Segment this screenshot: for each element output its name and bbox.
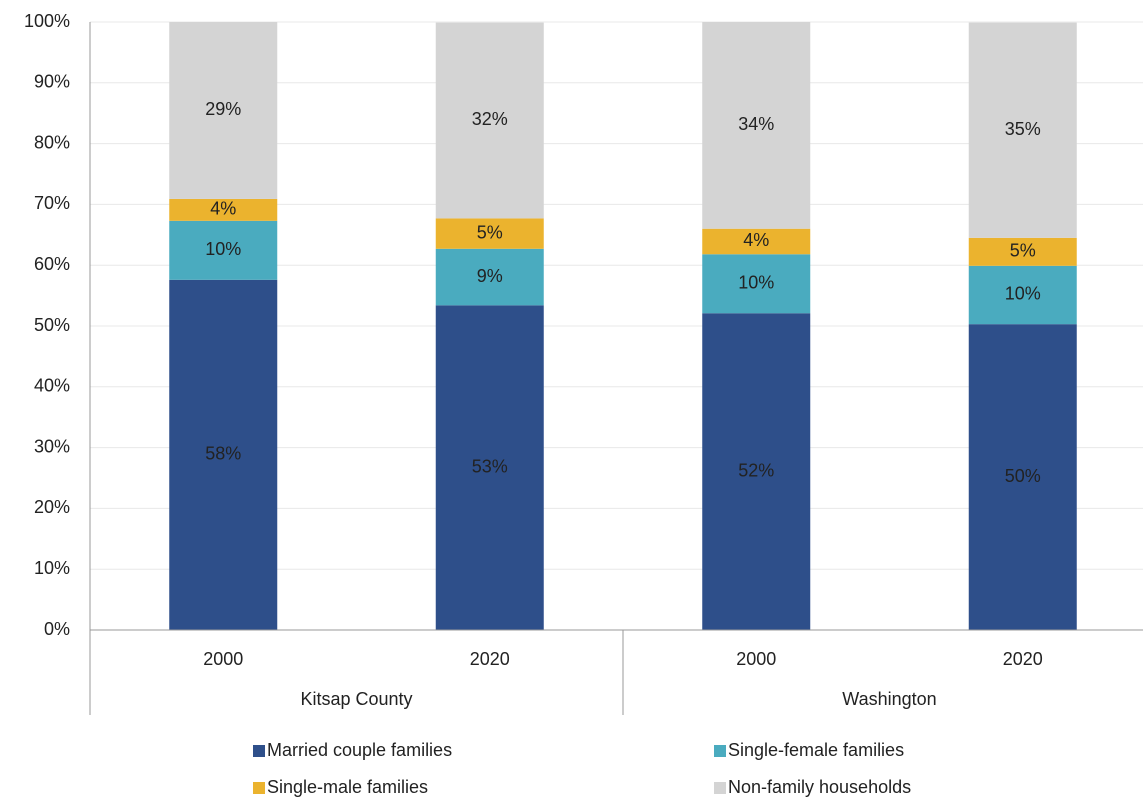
bar-segment bbox=[968, 237, 1077, 266]
bar-segment bbox=[435, 218, 544, 249]
data-label: 9% bbox=[477, 266, 503, 286]
y-tick-label: 90% bbox=[34, 72, 70, 92]
data-label: 10% bbox=[1005, 284, 1041, 304]
data-label: 5% bbox=[1010, 241, 1036, 261]
group-label: Washington bbox=[842, 689, 936, 709]
data-label: 4% bbox=[743, 230, 769, 250]
y-tick-label: 70% bbox=[34, 193, 70, 213]
data-label: 32% bbox=[472, 109, 508, 129]
bar-segment bbox=[702, 22, 811, 229]
data-label: 4% bbox=[210, 199, 236, 219]
bar-segment bbox=[968, 22, 1077, 238]
data-label: 35% bbox=[1005, 119, 1041, 139]
legend-swatch bbox=[253, 745, 265, 757]
bar-segment bbox=[702, 228, 811, 255]
x-tick-label: 2020 bbox=[1003, 649, 1043, 669]
y-tick-label: 40% bbox=[34, 376, 70, 396]
x-tick-label: 2000 bbox=[203, 649, 243, 669]
data-label: 5% bbox=[477, 222, 503, 242]
bar-segment bbox=[169, 279, 278, 630]
y-tick-label: 20% bbox=[34, 497, 70, 517]
x-tick-label: 2000 bbox=[736, 649, 776, 669]
bar-segment bbox=[435, 22, 544, 219]
y-tick-label: 80% bbox=[34, 132, 70, 152]
y-tick-label: 50% bbox=[34, 315, 70, 335]
bar-segment bbox=[435, 248, 544, 306]
x-tick-label: 2020 bbox=[470, 649, 510, 669]
y-tick-label: 30% bbox=[34, 436, 70, 456]
bar-segment bbox=[968, 265, 1077, 325]
bar-segment bbox=[435, 305, 544, 630]
y-tick-label: 0% bbox=[44, 619, 70, 639]
legend-label: Single-male families bbox=[267, 777, 428, 797]
bar-segment bbox=[702, 254, 811, 314]
legend-label: Non-family households bbox=[728, 777, 911, 797]
y-tick-label: 60% bbox=[34, 254, 70, 274]
data-label: 50% bbox=[1005, 466, 1041, 486]
legend-swatch bbox=[714, 782, 726, 794]
data-label: 10% bbox=[738, 272, 774, 292]
legend-swatch bbox=[253, 782, 265, 794]
data-label: 53% bbox=[472, 456, 508, 476]
bar-segment bbox=[169, 220, 278, 280]
bar-segment bbox=[169, 198, 278, 221]
group-label: Kitsap County bbox=[300, 689, 412, 709]
y-tick-label: 100% bbox=[24, 11, 70, 31]
data-label: 29% bbox=[205, 99, 241, 119]
bar-segment bbox=[968, 324, 1077, 630]
legend-swatch bbox=[714, 745, 726, 757]
legend-label: Single-female families bbox=[728, 740, 904, 760]
data-label: 34% bbox=[738, 114, 774, 134]
bar-segment bbox=[702, 313, 811, 630]
data-label: 58% bbox=[205, 444, 241, 464]
legend-label: Married couple families bbox=[267, 740, 452, 760]
y-tick-label: 10% bbox=[34, 558, 70, 578]
data-label: 10% bbox=[205, 239, 241, 259]
data-label: 52% bbox=[738, 460, 774, 480]
bar-segment bbox=[169, 22, 278, 199]
